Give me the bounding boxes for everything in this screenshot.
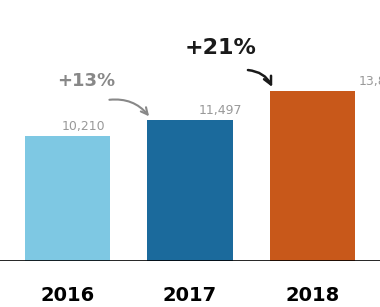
Text: +13%: +13% [57, 72, 115, 90]
Text: 2018: 2018 [285, 286, 340, 305]
Bar [25, 136, 110, 261]
Text: 2017: 2017 [163, 286, 217, 305]
Text: 10,210: 10,210 [61, 119, 105, 133]
Text: +21%: +21% [185, 37, 256, 58]
Bar [147, 120, 233, 261]
Text: 11,497: 11,497 [199, 104, 242, 117]
Text: 13,862: 13,862 [359, 75, 380, 88]
Bar [270, 91, 355, 261]
Text: 2016: 2016 [40, 286, 95, 305]
